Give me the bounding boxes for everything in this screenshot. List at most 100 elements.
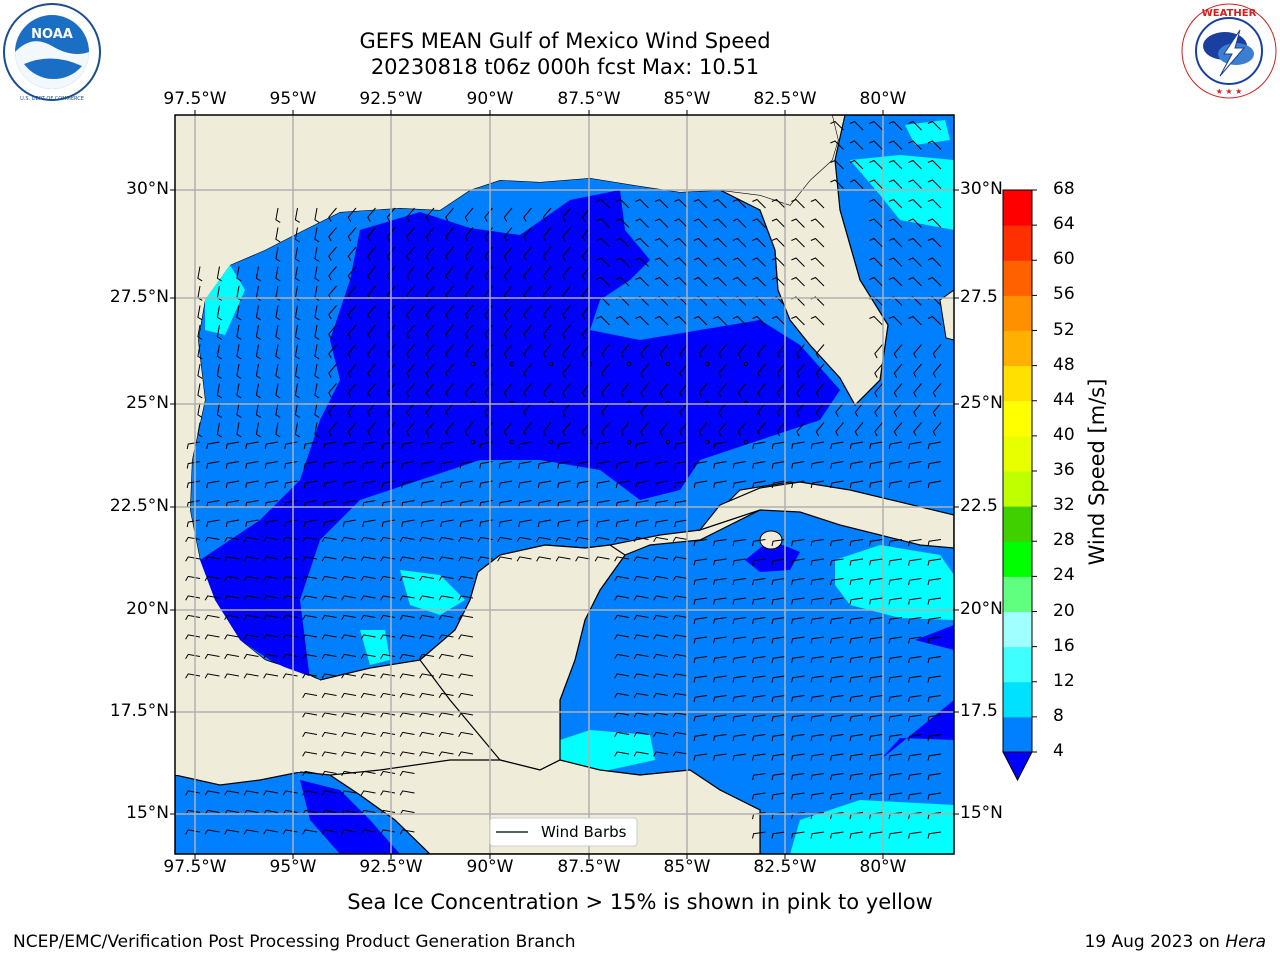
wind-barb — [888, 179, 903, 189]
wind-barb — [693, 218, 708, 228]
wind-barb — [810, 257, 825, 267]
wind-barb — [888, 714, 903, 722]
wind-barb — [367, 383, 376, 398]
wind-barb — [243, 556, 259, 562]
wind-barb — [810, 636, 825, 644]
wind-barb — [791, 480, 805, 489]
wind-barb — [328, 344, 337, 359]
wind-barb — [275, 246, 281, 262]
wind-barb — [614, 595, 630, 601]
wind-barb — [399, 770, 415, 776]
wind-barb — [185, 575, 201, 581]
wind-barb — [347, 363, 357, 378]
wind-barb — [888, 218, 903, 228]
wind-barb — [245, 441, 259, 450]
wind-barb — [913, 422, 922, 437]
wind-barb — [185, 829, 201, 835]
wind-barb — [854, 422, 864, 437]
wind-barb — [367, 246, 376, 261]
wind-barb — [367, 344, 376, 359]
wind-barb — [654, 237, 669, 248]
wind-barb — [849, 656, 864, 664]
wind-barb — [796, 383, 805, 398]
wind-barb — [693, 734, 708, 742]
wind-barb — [888, 539, 903, 547]
wind-barb — [810, 831, 825, 839]
wind-barb — [294, 363, 300, 379]
wind-barb — [503, 422, 513, 437]
wind-barb — [518, 441, 532, 450]
wind-barb — [752, 578, 766, 586]
wind-barb — [275, 324, 281, 340]
wind-barb — [849, 120, 864, 131]
strong-region-texas — [205, 265, 245, 335]
gridlines — [175, 115, 954, 854]
wind-barb — [654, 461, 669, 469]
wind-barb — [791, 734, 805, 742]
wind-barb — [791, 792, 805, 800]
wind-barb — [615, 461, 630, 469]
wind-barb — [888, 257, 903, 267]
wind-barb — [888, 441, 903, 450]
wind-barb — [732, 734, 747, 742]
wind-barb — [654, 315, 669, 326]
wind-barb — [314, 344, 320, 360]
lat-label-left: 17.5°N — [109, 701, 169, 721]
wind-barb — [420, 480, 435, 489]
wind-barb — [869, 578, 883, 586]
wind-barb — [752, 773, 766, 781]
lon-label-bottom: 92.5°W — [359, 857, 423, 877]
wind-barb — [718, 344, 727, 359]
wind-barb — [236, 383, 242, 399]
wind-barb — [294, 207, 300, 223]
wind-barb — [815, 402, 825, 417]
wind-barb — [197, 363, 203, 379]
wind-barb — [204, 575, 220, 581]
wind-barb — [458, 712, 474, 718]
wind-barb — [674, 519, 688, 528]
wind-barb — [255, 305, 261, 321]
wind-barb — [620, 383, 630, 398]
wind-barb — [542, 344, 552, 359]
calm-circle — [470, 361, 476, 367]
wind-barb — [718, 363, 727, 378]
wind-barb — [835, 402, 844, 417]
wind-barb — [932, 344, 942, 359]
wind-barb — [752, 753, 766, 761]
wind-barb — [497, 536, 513, 542]
wind-barb — [498, 480, 513, 489]
lon-label-top: 85°W — [663, 89, 711, 109]
wind-barb — [791, 198, 805, 209]
wind-barb — [420, 500, 435, 508]
colorbar-segment — [1003, 471, 1032, 507]
wind-barb — [633, 751, 649, 757]
wind-barb — [830, 179, 844, 189]
wind-barb — [693, 257, 708, 267]
calm-circle — [548, 439, 554, 445]
wind-barb — [399, 673, 415, 679]
wind-barb — [445, 344, 454, 359]
wind-barb — [263, 673, 279, 679]
wind-barb — [659, 383, 669, 398]
wind-barb — [185, 536, 201, 542]
wind-barb — [791, 315, 805, 326]
wind-barb — [927, 237, 942, 248]
wind-barb — [367, 324, 376, 339]
wind-barb — [927, 120, 942, 131]
wind-barb — [672, 575, 688, 581]
colorbar-tick-label: 32 — [1053, 495, 1075, 516]
calm-circle — [587, 439, 593, 445]
wind-barb — [633, 673, 649, 679]
wind-barb — [791, 539, 805, 547]
calm-circle — [743, 439, 749, 445]
wind-barb — [615, 519, 630, 528]
wind-barb — [888, 773, 903, 781]
wind-barb — [498, 461, 513, 469]
wind-barb — [830, 675, 844, 683]
wind-barb — [713, 276, 727, 287]
wind-barb — [849, 179, 864, 189]
footer-date: 19 Aug 2023 on — [1084, 932, 1226, 952]
wind-barb — [888, 237, 903, 248]
wind-barb — [186, 500, 201, 508]
